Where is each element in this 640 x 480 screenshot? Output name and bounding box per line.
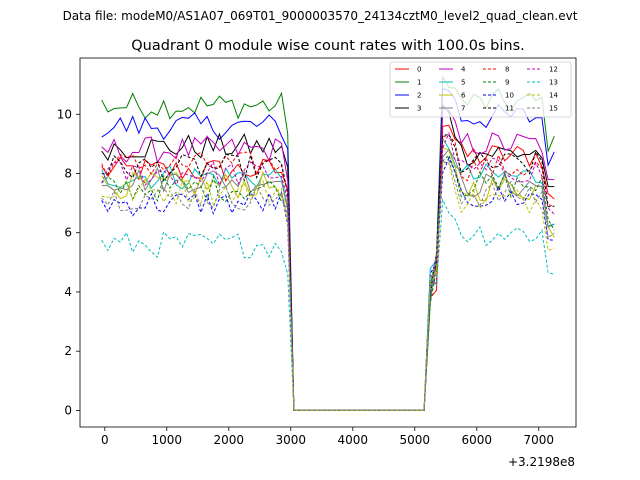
x-tick-label: 2000 [214,433,245,447]
y-axis: 0 2 4 6 8 10 [57,107,80,417]
x-tick-label: 3000 [276,433,307,447]
x-tick-label: 1000 [152,433,183,447]
x-tick-label: 4000 [338,433,369,447]
x-tick-label: 5000 [400,433,431,447]
x-tick-label: 7000 [524,433,555,447]
legend-label-4: 4 [461,66,466,74]
legend-label-12: 12 [549,66,558,74]
x-offset-label: +3.2198e8 [508,455,575,469]
legend-label-5: 5 [461,79,465,87]
legend-label-8: 8 [505,66,509,74]
series-line-12 [101,131,555,411]
series-line-7 [101,148,555,411]
plot-frame [79,57,577,428]
series-line-2 [101,87,555,411]
series-line-0 [101,124,555,411]
y-tick-label: 8 [64,166,72,180]
chart-title: Quadrant 0 module wise count rates with … [131,38,525,54]
series-line-14 [101,160,555,411]
y-tick-label: 0 [64,403,72,417]
legend-label-2: 2 [417,92,421,100]
legend-label-15: 15 [549,105,558,113]
x-tick-label: 0 [101,433,109,447]
series-line-15 [101,160,555,411]
series-line-13 [101,197,555,411]
legend-label-11: 11 [505,105,514,113]
legend-box [389,61,572,118]
series-line-9 [101,154,555,411]
legend-label-3: 3 [417,105,421,113]
y-tick-label: 6 [64,226,72,240]
y-tick-label: 4 [64,285,72,299]
series-lines [101,75,555,411]
legend-label-0: 0 [417,66,421,74]
legend-label-6: 6 [461,92,466,100]
legend-label-10: 10 [505,92,514,100]
legend-label-9: 9 [505,79,509,87]
chart-suptitle: Data file: modeM0/AS1A07_069T01_90000035… [63,9,578,23]
series-line-6 [101,146,555,411]
legend-label-13: 13 [549,79,558,87]
y-tick-label: 2 [64,344,72,358]
x-axis: 0 1000 2000 3000 4000 5000 6000 7000 [101,427,554,447]
y-tick-label: 10 [57,107,72,121]
legend-label-1: 1 [417,79,421,87]
series-line-10 [101,156,555,411]
legend-label-7: 7 [461,105,465,113]
series-line-5 [101,136,555,411]
legend-label-14: 14 [549,92,558,100]
x-tick-label: 6000 [462,433,493,447]
